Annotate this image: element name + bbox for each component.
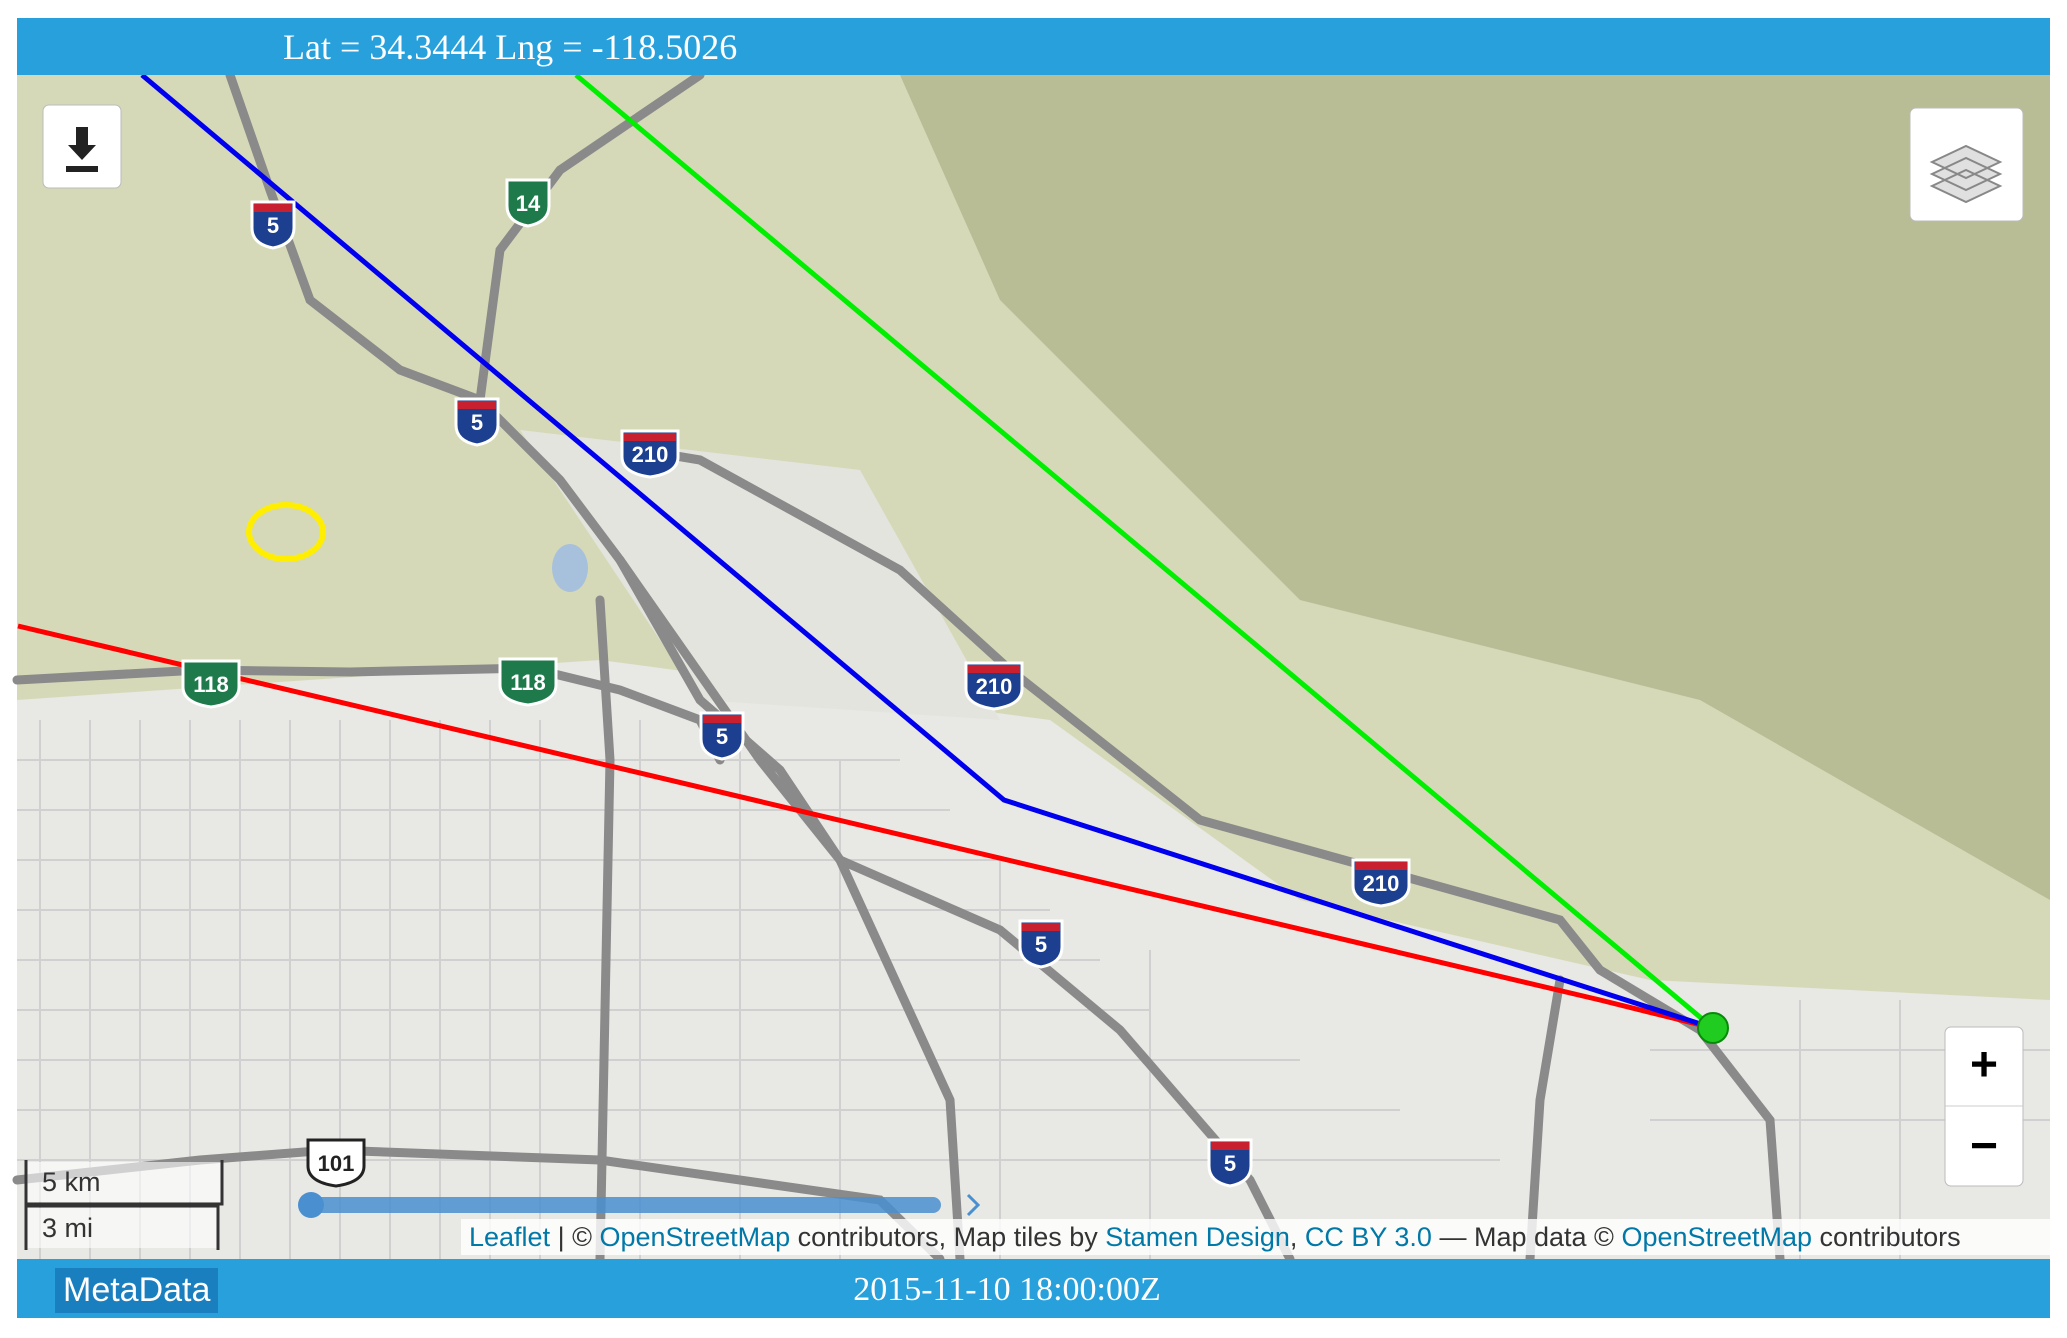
shield-band (624, 433, 676, 441)
attribution-text: contributors, Map tiles by (790, 1222, 1106, 1252)
attribution-link[interactable]: OpenStreetMap (599, 1222, 791, 1252)
shield-band (254, 204, 292, 212)
attribution: Leaflet | © OpenStreetMap contributors, … (461, 1219, 2050, 1255)
shield (505, 178, 551, 228)
shield-label: 101 (318, 1151, 355, 1176)
shield (964, 661, 1024, 711)
attribution-text: , (1289, 1222, 1305, 1252)
attribution-link[interactable]: OpenStreetMap (1621, 1222, 1813, 1252)
routes (17, 73, 1715, 1031)
shield-label: 5 (1035, 932, 1047, 957)
time-slider[interactable] (298, 1192, 981, 1218)
urban-area (520, 430, 1000, 720)
shield-band (1211, 1142, 1249, 1150)
layers-button[interactable] (1909, 107, 2024, 222)
attribution-text: contributors (1812, 1222, 1961, 1252)
lake (552, 544, 588, 592)
shield (181, 659, 241, 709)
mountains (900, 75, 2050, 900)
shield-label: 5 (1224, 1151, 1236, 1176)
scale-box (26, 1162, 222, 1202)
attribution-link[interactable]: Stamen Design (1105, 1222, 1290, 1252)
shield (1018, 919, 1064, 969)
street-grid (17, 720, 2050, 1259)
shield (699, 711, 745, 761)
scale-control: 5 km 3 mi (24, 1160, 224, 1250)
green-route (574, 73, 1715, 1030)
red-route (17, 623, 1714, 1031)
blue-route (140, 73, 1714, 1031)
shield-label: 118 (193, 672, 229, 697)
slider-handle[interactable] (298, 1192, 324, 1218)
attribution-text: | © (550, 1222, 600, 1252)
header-bar: Lat = 34.3444 Lng = -118.5026 (17, 18, 2050, 75)
green-marker[interactable] (1697, 1012, 1729, 1044)
shield (1351, 858, 1411, 908)
shield-label: 210 (632, 442, 669, 467)
shield-label: 210 (1363, 871, 1400, 896)
road-shields: 5 14 5 210 118 118 5 210 210 5 5 101 (181, 178, 1411, 1188)
metadata-button[interactable]: MetaData (55, 1268, 219, 1313)
attribution-link[interactable]: Leaflet (469, 1222, 551, 1252)
footer-bar: MetaData 2015-11-10 18:00:00Z (17, 1259, 2050, 1318)
shield (498, 657, 558, 707)
scale-box (26, 1208, 218, 1248)
attribution-text: — Map data © (1431, 1222, 1622, 1252)
download-icon (66, 127, 98, 172)
scale-mi: 3 mi (42, 1213, 93, 1243)
slider-arrow[interactable] (966, 1193, 981, 1217)
timestamp: 2015-11-10 18:00:00Z (853, 1271, 1161, 1308)
shield-label: 118 (510, 670, 546, 695)
marker-circle[interactable] (246, 502, 326, 562)
shield (306, 1138, 366, 1188)
zoom-in[interactable]: + (1970, 1039, 1998, 1092)
shield-band (968, 665, 1020, 673)
shield-band (703, 715, 741, 723)
shield-label: 210 (976, 674, 1013, 699)
shield-band (1022, 923, 1060, 931)
download-button[interactable] (42, 104, 122, 189)
shield-label: 5 (716, 724, 728, 749)
shield (250, 200, 296, 250)
zoom-control: + − (1944, 1026, 2024, 1187)
shield (454, 397, 500, 447)
zoom-out[interactable]: − (1970, 1120, 1998, 1173)
layers-icon (1929, 144, 2003, 204)
scale-lines (24, 1160, 224, 1250)
shield-label: 14 (516, 191, 541, 216)
shield-label: 5 (267, 213, 279, 238)
shield-band (458, 401, 496, 409)
coordinates: Lat = 34.3444 Lng = -118.5026 (283, 27, 738, 67)
shield-label: 5 (471, 410, 483, 435)
scale-km: 5 km (42, 1167, 101, 1197)
shield (1207, 1138, 1253, 1188)
attribution-link[interactable]: CC BY 3.0 (1304, 1222, 1432, 1252)
shield-band (1355, 862, 1407, 870)
shield (620, 429, 680, 479)
